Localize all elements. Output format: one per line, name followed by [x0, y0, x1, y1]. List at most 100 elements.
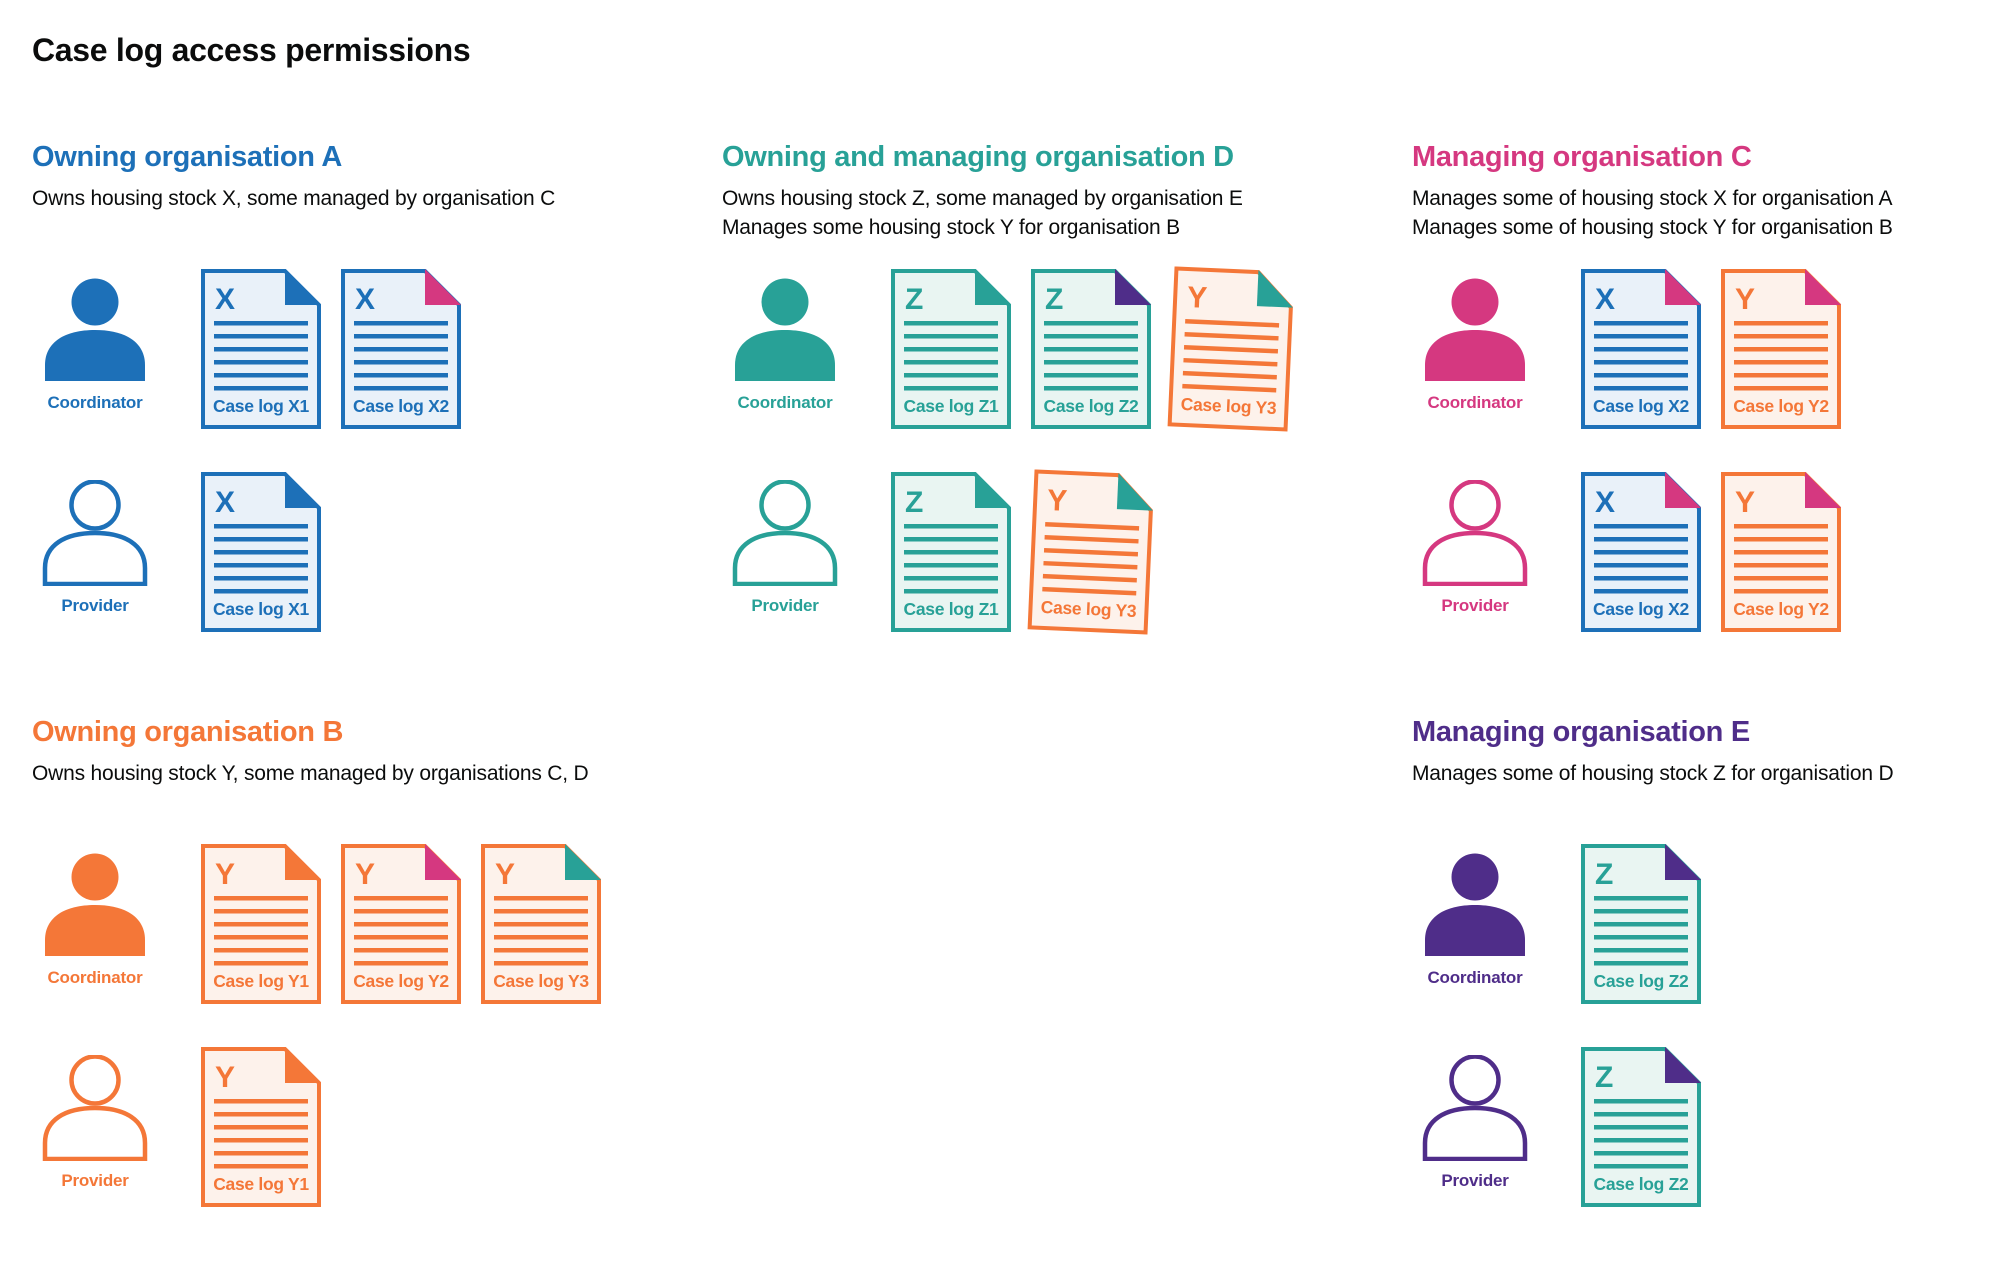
doc-stock-letter: X [215, 486, 235, 519]
person-head [759, 480, 811, 531]
doc-stock-letter: X [1595, 283, 1615, 316]
doc-text-line [354, 909, 448, 914]
doc-text-line [214, 321, 308, 326]
doc-text-line [1042, 573, 1137, 583]
section-subtitle-line: Manages some of housing stock Y for orga… [1412, 216, 1893, 239]
doc-text-line [1044, 386, 1138, 391]
person-body [45, 905, 145, 956]
person-head [71, 278, 119, 326]
doc-text-line [214, 1125, 308, 1130]
section-org-d: Owning and managing organisation D Owns h… [722, 140, 1293, 635]
doc-text-line [214, 1138, 308, 1143]
doc-text-line [1734, 576, 1828, 581]
role-label: Provider [61, 596, 129, 615]
doc-text-line [1594, 1112, 1688, 1117]
doc-text-line [1042, 586, 1137, 596]
doc-corner-fold [285, 472, 321, 508]
doc-stock-letter: X [215, 283, 235, 316]
section-org-c: Managing organisation C Manages some of h… [1412, 140, 1893, 632]
doc-text-line [214, 961, 308, 966]
doc-text-line [904, 334, 998, 339]
doc-text-line [214, 334, 308, 339]
person-body [45, 330, 145, 381]
doc-corner-fold [1115, 269, 1151, 305]
doc-stock-letter: Z [905, 486, 923, 519]
role-label: Coordinator [737, 393, 833, 412]
doc-label: Case log Y3 [1040, 597, 1137, 621]
doc-stock-letter: Y [1735, 283, 1755, 316]
doc-corner-fold [425, 269, 461, 305]
provider-block: Provider [1412, 1047, 1538, 1191]
page-title: Case log access permissions [32, 32, 471, 68]
doc-text-line [214, 1112, 308, 1117]
person-head [71, 853, 119, 901]
doc-label: Case log X2 [1593, 599, 1689, 619]
doc-text-line [354, 935, 448, 940]
case-log-doc-icon: Y Case log Y3 [1027, 469, 1153, 635]
doc-label: Case log Y2 [353, 971, 449, 991]
doc-text-line [1594, 360, 1688, 365]
doc-text-line [1594, 961, 1688, 966]
coordinator-row: Coordinator X Case log X2 Y Case log Y2 [1412, 269, 1841, 472]
doc-text-line [1734, 550, 1828, 555]
role-label: Provider [1441, 596, 1509, 615]
section-org-b: Owning organisation B Owns housing stock … [32, 715, 601, 1207]
doc-text-line [1594, 550, 1688, 555]
doc-stock-letter: Y [215, 858, 235, 891]
doc-text-line [1045, 521, 1140, 531]
doc-text-line [494, 935, 588, 940]
section-subtitle-line: Owns housing stock Z, some managed by or… [722, 187, 1243, 210]
doc-text-line [214, 373, 308, 378]
coordinator-block: Coordinator [32, 844, 158, 988]
doc-label: Case log Y3 [1180, 394, 1277, 418]
provider-person-icon [732, 480, 838, 586]
doc-text-line [214, 550, 308, 555]
case-log-doc: Y Case log Y1 [201, 1047, 321, 1207]
provider-block: Provider [722, 472, 848, 616]
doc-stock-letter: X [1595, 486, 1615, 519]
doc-text-line [214, 576, 308, 581]
doc-label: Case log Y3 [493, 971, 589, 991]
doc-text-line [214, 1099, 308, 1104]
doc-stock-letter: Y [355, 858, 375, 891]
provider-row: Provider Z Case log Z2 [1412, 1047, 1701, 1207]
case-log-doc-icon: Z Case log Z2 [1581, 1047, 1701, 1207]
doc-text-line [494, 922, 588, 927]
case-log-doc-icon: Y Case log Y1 [201, 1047, 321, 1207]
doc-text-line [904, 576, 998, 581]
doc-text-line [494, 961, 588, 966]
doc-text-line [1594, 563, 1688, 568]
coordinator-block: Coordinator [722, 269, 848, 413]
person-body [42, 530, 148, 586]
doc-text-line [494, 909, 588, 914]
provider-person-icon [1422, 1055, 1528, 1161]
provider-block: Provider [1412, 472, 1538, 616]
doc-text-line [1734, 537, 1828, 542]
coordinator-row: Coordinator Y Case log Y1 Y Case log Y2 Y Case… [32, 844, 601, 1047]
doc-label: Case log X1 [213, 599, 309, 619]
case-log-doc-icon: Y Case log Y3 [1167, 266, 1293, 432]
person-head [69, 1055, 121, 1106]
doc-corner-fold [1256, 270, 1293, 308]
case-log-doc: Y Case log Y1 [201, 844, 321, 1004]
doc-stock-letter: Y [1046, 484, 1067, 518]
role-label: Provider [61, 1171, 129, 1190]
permission-rows: Coordinator X Case log X1 X Case log X2 Provi… [32, 269, 461, 632]
person-body [735, 330, 835, 381]
doc-text-line [1734, 386, 1828, 391]
person-head [761, 278, 809, 326]
doc-text-line [354, 373, 448, 378]
doc-text-line [214, 909, 308, 914]
coordinator-row: Coordinator Z Case log Z2 [1412, 844, 1701, 1047]
doc-text-line [904, 537, 998, 542]
doc-text-line [214, 360, 308, 365]
doc-text-line [904, 524, 998, 529]
case-log-doc: Y Case log Y2 [1721, 269, 1841, 429]
case-log-doc-icon: Y Case log Y2 [341, 844, 461, 1004]
doc-stock-letter: Z [905, 283, 923, 316]
case-log-docs: X Case log X2 Y Case log Y2 [1581, 269, 1841, 429]
doc-text-line [1594, 1164, 1688, 1169]
doc-corner-fold [1805, 269, 1841, 305]
case-log-doc: Z Case log Z2 [1581, 1047, 1701, 1207]
person-body [1425, 330, 1525, 381]
